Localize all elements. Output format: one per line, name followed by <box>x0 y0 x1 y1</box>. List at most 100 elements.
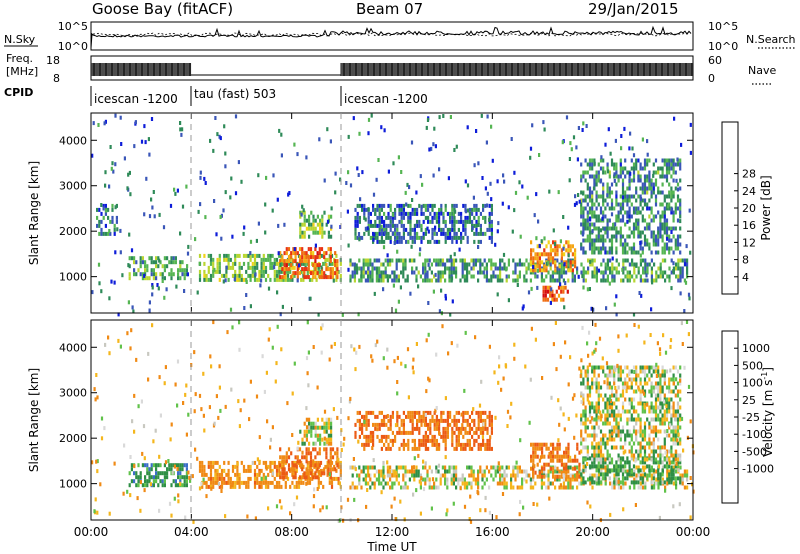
heatmap-cell <box>488 203 491 208</box>
heatmap-cell <box>435 446 438 451</box>
heatmap-cell <box>636 210 639 215</box>
heatmap-cell <box>277 223 280 228</box>
heatmap-cell <box>657 234 660 239</box>
heatmap-cell <box>281 455 284 460</box>
heatmap-cell <box>655 477 658 482</box>
heatmap-cell <box>624 377 627 382</box>
heatmap-cell <box>613 425 616 430</box>
heatmap-cell <box>453 231 456 236</box>
heatmap-cell <box>540 270 543 275</box>
heatmap-cell <box>174 256 177 261</box>
heatmap-cell <box>541 252 544 257</box>
heatmap-cell <box>220 468 224 473</box>
heatmap-cell <box>372 442 375 447</box>
heatmap-cell <box>245 468 248 473</box>
heatmap-cell <box>402 422 405 427</box>
heatmap-cell <box>438 223 441 228</box>
heatmap-cell <box>162 225 166 230</box>
heatmap-cell <box>628 206 631 211</box>
heatmap-cell <box>619 194 622 199</box>
heatmap-cell <box>624 365 627 370</box>
heatmap-cell <box>628 218 631 223</box>
heatmap-cell <box>486 438 489 443</box>
heatmap-cell <box>245 277 248 282</box>
heatmap-cell <box>361 170 364 175</box>
heatmap-cell <box>400 422 403 427</box>
heatmap-cell <box>683 278 686 283</box>
heatmap-cell <box>102 206 105 211</box>
heatmap-cell <box>597 401 600 406</box>
heatmap-cell <box>429 430 432 435</box>
heatmap-cell <box>279 475 282 480</box>
heatmap-cell <box>389 426 392 431</box>
heatmap-cell <box>491 158 494 163</box>
heatmap-cell <box>516 262 519 267</box>
heatmap-cell <box>624 222 627 227</box>
heatmap-cell <box>450 262 453 267</box>
heatmap-cell <box>238 277 241 282</box>
heatmap-cell <box>554 252 557 257</box>
heatmap-cell <box>177 475 180 480</box>
heatmap-cell <box>604 170 607 175</box>
heatmap-cell <box>670 270 673 275</box>
heatmap-cell <box>543 264 546 269</box>
heatmap-cell <box>615 270 618 275</box>
heatmap-cell <box>440 414 443 419</box>
heatmap-cell <box>183 276 186 281</box>
heatmap-cell <box>451 207 454 212</box>
heatmap-cell <box>303 234 306 239</box>
heatmap-cell <box>507 262 510 267</box>
heatmap-cell <box>377 158 380 162</box>
heatmap-cell <box>397 258 400 263</box>
heatmap-cell <box>374 207 377 212</box>
heatmap-cell <box>488 446 491 451</box>
heatmap-cell <box>314 421 317 426</box>
heatmap-cell <box>659 214 662 219</box>
heatmap-cell <box>335 476 338 481</box>
heatmap-cell <box>327 275 330 280</box>
heatmap-cell <box>327 425 330 430</box>
heatmap-cell <box>475 207 478 212</box>
heatmap-cell <box>378 211 381 216</box>
heatmap-cell <box>631 262 634 267</box>
heatmap-cell <box>356 270 359 275</box>
heatmap-cell <box>418 252 421 257</box>
heatmap-cell <box>606 385 609 390</box>
heatmap-cell <box>554 465 557 470</box>
heatmap-cell <box>560 266 563 271</box>
heatmap-cell <box>446 426 449 431</box>
heatmap-cell <box>439 262 442 267</box>
heatmap-cell <box>597 449 600 454</box>
heatmap-cell <box>287 467 291 472</box>
heatmap-cell <box>534 481 537 486</box>
heatmap-cell <box>580 369 583 374</box>
heatmap-cell <box>212 273 215 278</box>
heatmap-cell <box>305 433 308 438</box>
heatmap-cell <box>150 117 154 121</box>
heatmap-cell <box>580 381 583 386</box>
heatmap-cell <box>595 381 598 386</box>
heatmap-cell <box>591 453 594 458</box>
heatmap-cell <box>490 197 493 202</box>
heatmap-cell <box>439 270 442 275</box>
heatmap-cell <box>378 278 381 283</box>
heatmap-cell <box>407 219 410 224</box>
heatmap-cell <box>477 231 480 236</box>
heatmap-cell <box>283 263 286 268</box>
heatmap-cell <box>397 465 400 470</box>
heatmap-cell <box>415 473 418 478</box>
heatmap-cell <box>567 485 570 490</box>
heatmap-cell <box>584 421 587 426</box>
heatmap-cell <box>481 176 484 180</box>
heatmap-cell <box>374 422 377 427</box>
heatmap-cell <box>312 255 315 260</box>
heatmap-cell <box>301 267 304 272</box>
heatmap-cell <box>464 426 467 431</box>
heatmap-cell <box>657 485 660 490</box>
heatmap-cell <box>632 210 636 215</box>
heatmap-cell <box>424 278 427 283</box>
heatmap-cell <box>306 460 309 465</box>
heatmap-cell <box>227 257 230 262</box>
heatmap-cell <box>353 278 356 283</box>
heatmap-cell <box>207 269 210 274</box>
